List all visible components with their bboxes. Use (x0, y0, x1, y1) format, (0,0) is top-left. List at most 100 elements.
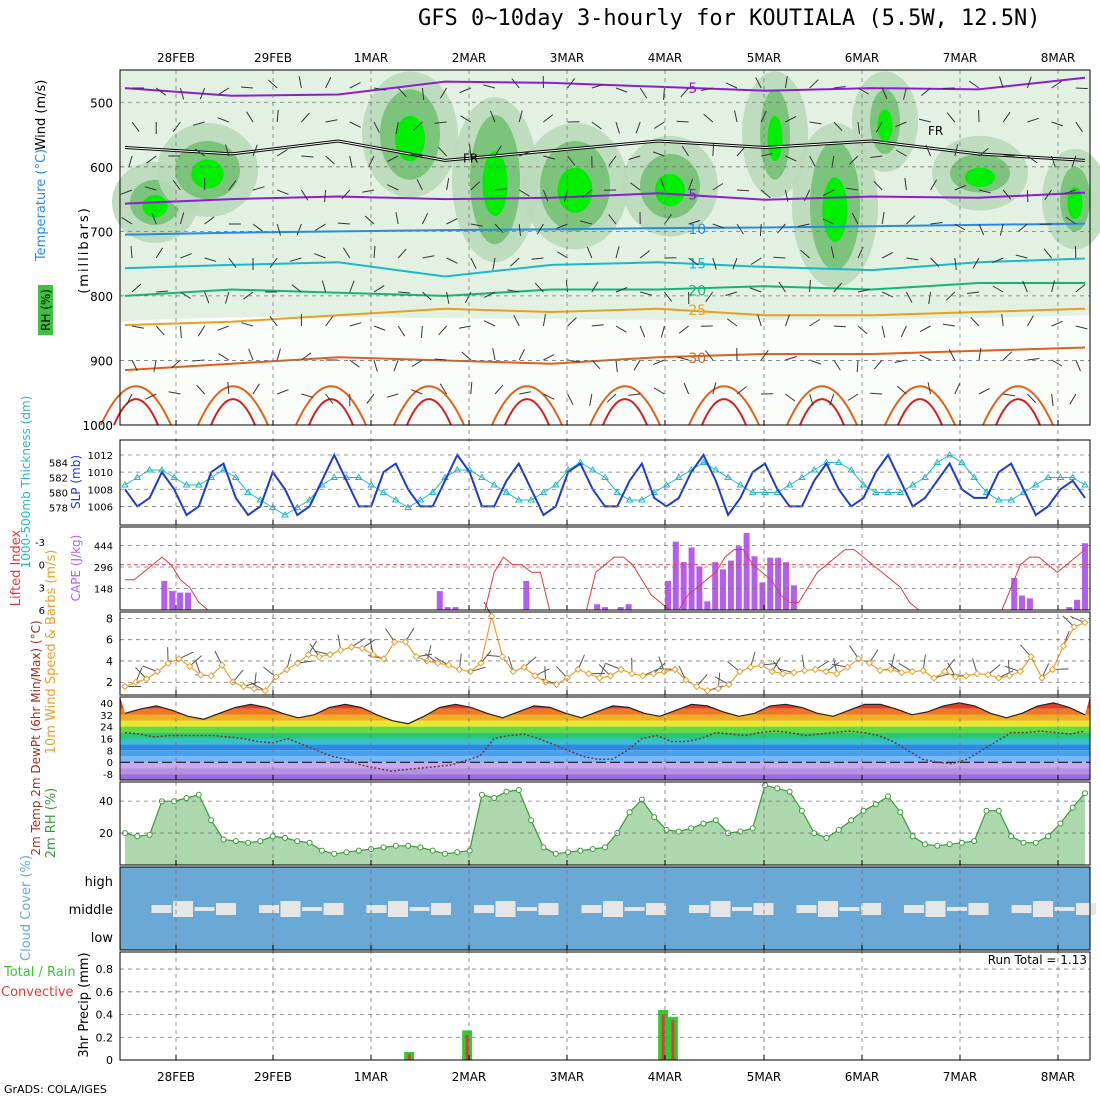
wind-barb (712, 223, 725, 229)
wind-barb (434, 358, 447, 361)
wind-speed-point (121, 682, 129, 691)
wind-barb (873, 181, 883, 191)
wind-barb (536, 223, 544, 235)
rh-point (1069, 804, 1076, 811)
y-tick-label: 0 (106, 1054, 113, 1067)
precip-panel (404, 1010, 678, 1060)
cloud-gap-middle (925, 901, 946, 917)
thickness-point (478, 473, 486, 480)
temperature-band (120, 708, 1090, 715)
wind-barb (144, 186, 157, 191)
wind-barb (809, 155, 816, 167)
y-tick-label: 700 (90, 225, 113, 239)
wind-barb (439, 383, 448, 395)
wind-barb (225, 291, 230, 304)
wind-barb (483, 84, 496, 89)
temp2m-panel (120, 697, 1090, 780)
wind10m-panel (121, 601, 1089, 695)
wind-barb (688, 220, 701, 225)
wind-barb (954, 223, 966, 231)
x-tick-label-top: 8MAR (1041, 51, 1076, 65)
wind-speed-point (768, 667, 776, 676)
temperature-contour-surface (393, 385, 465, 426)
wind-speed-point (833, 669, 841, 678)
wind-speed-point (477, 659, 485, 667)
wind-barb (555, 665, 568, 679)
rh-point (835, 826, 842, 833)
wind-barb (291, 284, 302, 293)
wind-speed-point (790, 668, 798, 677)
wind-speed-point (876, 666, 884, 675)
wind-barb (411, 389, 423, 395)
y-axis-label: Cloud Cover (%) (19, 855, 34, 961)
cape-lifted-panel (120, 533, 1090, 611)
wind-barb (856, 359, 859, 373)
rh-point (995, 807, 1002, 814)
x-tick-label-bottom: 7MAR (943, 1070, 978, 1084)
wind-speed-point (595, 674, 604, 682)
wind-barb (362, 638, 376, 649)
x-tick-label-bottom: 8MAR (1041, 1070, 1076, 1084)
cloud-gap-middle (474, 905, 494, 913)
thickness-slp-panel (121, 451, 1089, 518)
wind-barb (1051, 80, 1062, 89)
rh-point (442, 850, 448, 857)
wind-barb (906, 257, 919, 261)
wind-barb (387, 184, 399, 191)
wind-barb (439, 87, 448, 99)
wind-barb (978, 387, 990, 395)
axis-labels: 28FEB 28FEB 29FEB 29FEB 1MAR 1MAR 2MAR 2MAR 3MAR… (1, 51, 1087, 1084)
wind-barb (543, 114, 554, 123)
wind-barb (342, 247, 351, 259)
wind-barb (567, 78, 576, 89)
thickness-point (182, 481, 191, 488)
wind-speed-point (649, 669, 658, 678)
temperature-band (120, 744, 1090, 751)
wind-barb (217, 325, 229, 331)
wind-barb (829, 393, 835, 406)
wind-barb (615, 246, 620, 259)
y-tick-label-left: 584 (49, 459, 68, 470)
temperature-contour-surface (982, 385, 1054, 426)
cloud-gap-middle (409, 907, 430, 911)
thickness-point (638, 496, 646, 503)
rh-point (528, 817, 535, 824)
wind-barb (556, 223, 568, 229)
wind-barb (727, 661, 741, 672)
wind-barb (591, 121, 602, 130)
wind-barb (987, 664, 1001, 676)
rh-point (343, 849, 350, 856)
rh-area (655, 174, 685, 207)
wind-barb (676, 356, 689, 361)
cloud-gap-middle (581, 905, 602, 913)
wind-barb (180, 253, 192, 259)
thickness-point (268, 503, 277, 510)
wind-barb (422, 255, 435, 259)
wind-speed-point (941, 667, 949, 676)
wind-barb (197, 325, 206, 337)
thickness-point (170, 473, 179, 480)
wind-barb (978, 148, 989, 157)
thickness-point (674, 473, 683, 480)
wind-barb (809, 121, 822, 125)
wind-speed-point (725, 680, 733, 689)
wind-barb (228, 180, 237, 191)
thickness-point (724, 473, 732, 480)
wind-barb (395, 121, 399, 134)
y-tick-label: 8 (106, 612, 113, 625)
wind-barb (822, 189, 835, 197)
cloud-gap-middle (603, 901, 623, 917)
thickness-point (490, 481, 499, 488)
wind-speed-point (153, 667, 162, 676)
wind-barb (179, 212, 185, 225)
rh-point (331, 850, 338, 857)
wind-barb (325, 119, 338, 123)
wind-barb (888, 662, 902, 674)
wind-barb (325, 76, 332, 89)
wind-barb (252, 144, 258, 157)
panel-frame (119, 696, 1091, 781)
x-tick-label-top: 3MAR (550, 51, 585, 65)
wind-barb (513, 315, 520, 327)
thickness-point (834, 458, 843, 465)
